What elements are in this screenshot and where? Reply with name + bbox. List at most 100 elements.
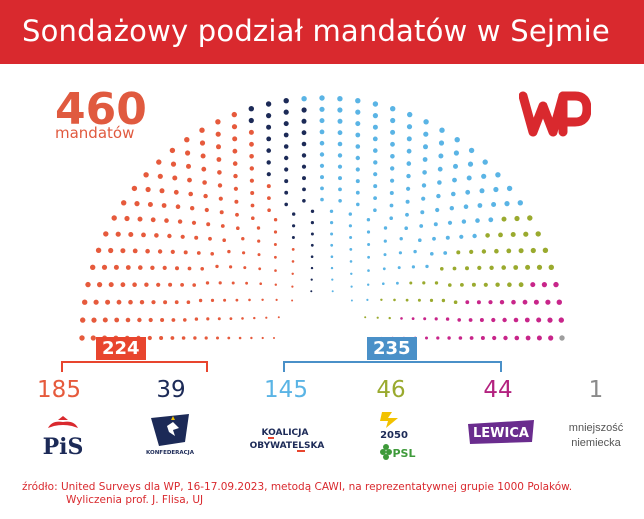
seat-ko xyxy=(337,96,343,102)
wp-logo-icon xyxy=(518,91,592,137)
seat-pis xyxy=(277,316,280,319)
seat-pis xyxy=(267,196,271,201)
seat-pis xyxy=(241,237,245,241)
total-seats-value: 460 xyxy=(55,84,147,135)
seat-ko xyxy=(475,218,480,223)
seat-pis xyxy=(120,248,126,254)
seat-ko xyxy=(451,191,456,197)
seat-pis xyxy=(232,148,238,154)
seat-konfederacja xyxy=(283,132,289,138)
seat-ko xyxy=(406,136,412,142)
seat-pis xyxy=(274,269,277,272)
seat-trzecia-droga xyxy=(452,266,457,271)
seat-konfederacja xyxy=(310,255,314,258)
seat-lewica xyxy=(445,317,450,321)
seat-ko xyxy=(491,202,497,207)
seat-lewica xyxy=(447,336,451,340)
seat-ko xyxy=(493,186,499,193)
wp-logo xyxy=(518,88,592,155)
seat-konfederacja xyxy=(302,176,306,181)
seat-konfederacja xyxy=(310,266,314,270)
seat-trzecia-droga xyxy=(494,248,499,254)
seat-pis xyxy=(222,238,226,242)
seat-trzecia-droga xyxy=(483,282,488,287)
seat-pis xyxy=(175,204,181,209)
seat-pis xyxy=(169,147,176,154)
seat-pis xyxy=(256,226,261,230)
seat-pis xyxy=(208,236,212,241)
seat-ko xyxy=(349,236,353,239)
psl-logo-text: PSL xyxy=(393,447,416,460)
seat-pis xyxy=(250,191,255,195)
seat-pis xyxy=(90,264,96,270)
seat-ko xyxy=(488,217,494,223)
seat-pis xyxy=(229,265,233,269)
seat-konfederacja xyxy=(310,278,313,281)
seat-konfederacja xyxy=(310,232,314,236)
seat-konfederacja xyxy=(284,190,289,195)
seat-pis xyxy=(199,140,206,146)
seat-trzecia-droga xyxy=(501,265,507,270)
seat-ko xyxy=(419,224,424,228)
lewica-logo-text: LEWICA xyxy=(473,426,529,441)
seat-ko xyxy=(382,267,386,271)
seat-pis xyxy=(249,141,254,147)
seat-trzecia-droga xyxy=(518,248,524,254)
seat-lewica xyxy=(524,317,530,323)
seat-pis xyxy=(131,185,138,192)
seat-trzecia-droga xyxy=(506,248,512,254)
seat-trzecia-droga xyxy=(525,264,531,270)
seat-ko xyxy=(350,285,353,288)
seat-pis xyxy=(97,282,103,288)
seat-trzecia-droga xyxy=(469,249,474,254)
seat-lewica xyxy=(503,335,508,341)
seat-pis xyxy=(275,298,278,301)
pis-logo-icon: PiS xyxy=(43,416,83,460)
seat-konfederacja xyxy=(292,224,296,228)
mniejszosc-logo: mniejszość niemiecka xyxy=(561,421,631,451)
seat-ko xyxy=(459,234,464,239)
seat-ko xyxy=(330,266,334,270)
mniejszosc-line2: niemiecka xyxy=(571,437,621,449)
seat-pis xyxy=(147,202,153,207)
seat-pis xyxy=(174,300,179,305)
seat-pis xyxy=(187,266,192,271)
seat-ko xyxy=(330,232,334,236)
seat-ko xyxy=(406,161,412,166)
seat-trzecia-droga xyxy=(434,281,439,285)
seat-ko xyxy=(383,239,387,243)
seat-pis xyxy=(291,272,294,275)
source-line2: Wyliczenia prof. J. Flisa, UJ xyxy=(66,494,204,506)
seat-pis xyxy=(217,170,222,175)
seat-trzecia-droga xyxy=(429,298,434,302)
seat-ko xyxy=(367,269,370,272)
seat-ko xyxy=(398,251,402,255)
seat-ko xyxy=(405,212,409,217)
seat-lewica xyxy=(492,335,497,341)
seat-pis xyxy=(248,298,251,302)
seat-pis xyxy=(206,222,211,227)
seat-ko xyxy=(433,222,438,227)
seat-ko xyxy=(338,187,342,192)
seat-pis xyxy=(216,144,221,150)
seat-konfederacja xyxy=(283,121,289,127)
ko-logo-icon: KOALICJA OBYWATELSKA xyxy=(250,428,324,452)
seat-pis xyxy=(204,336,208,340)
seat-ko xyxy=(390,129,396,135)
seat-pis xyxy=(217,317,221,321)
seat-trzecia-droga xyxy=(448,283,452,287)
seat-pis xyxy=(170,161,177,167)
seat-ko xyxy=(390,178,395,183)
seat-pis xyxy=(249,166,254,171)
seat-pis xyxy=(173,189,179,195)
seat-ko xyxy=(399,237,403,241)
seat-pis xyxy=(205,281,210,285)
seat-pis xyxy=(181,336,186,340)
seat-ko xyxy=(449,206,454,211)
seat-pis xyxy=(216,157,222,162)
konfederacja-logo-icon: KONFEDERACJA xyxy=(146,414,195,456)
seat-ko xyxy=(445,235,450,240)
seat-trzecia-droga xyxy=(388,316,391,320)
seat-pis xyxy=(141,232,146,238)
party-seats-mniejszosc: 1 xyxy=(588,377,604,403)
